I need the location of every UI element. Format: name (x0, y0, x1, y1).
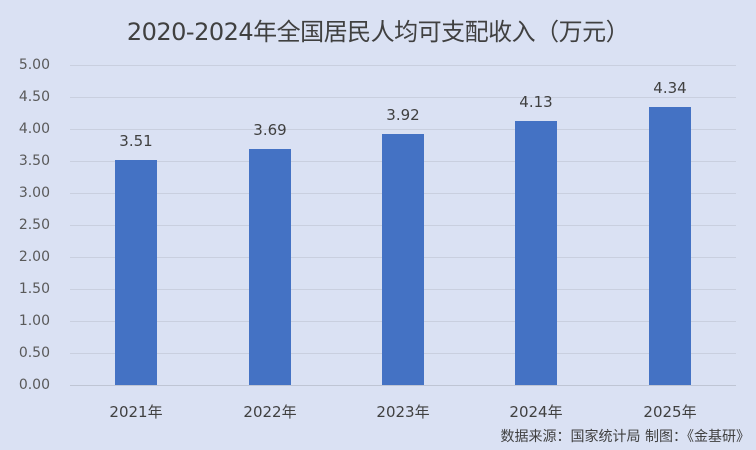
data-label: 4.34 (653, 79, 687, 97)
y-tick-label: 2.00 (18, 249, 50, 265)
data-label: 3.69 (253, 121, 287, 139)
x-tick-label: 2024年 (509, 403, 563, 421)
bar (115, 160, 157, 385)
y-tick-label: 2.50 (18, 217, 50, 233)
bar (382, 134, 424, 385)
y-tick-label: 3.00 (18, 185, 50, 201)
bar (515, 121, 557, 385)
gridline (70, 129, 736, 130)
y-tick-label: 0.00 (18, 377, 50, 393)
x-tick-label: 2022年 (243, 403, 297, 421)
y-tick-label: 4.50 (18, 89, 50, 105)
x-tick-label: 2021年 (109, 403, 163, 421)
y-tick-label: 1.50 (18, 281, 50, 297)
gridline (70, 385, 736, 386)
bar (249, 149, 291, 385)
x-tick-label: 2025年 (643, 403, 697, 421)
chart-title: 2020-2024年全国居民人均可支配收入（万元） (126, 18, 630, 46)
gridline (70, 65, 736, 66)
x-tick-label: 2023年 (376, 403, 430, 421)
data-label: 3.92 (386, 106, 420, 124)
y-tick-label: 3.50 (18, 153, 50, 169)
y-tick-label: 1.00 (18, 313, 50, 329)
gridline (70, 97, 736, 98)
y-tick-label: 0.50 (18, 345, 50, 361)
y-tick-label: 4.00 (18, 121, 50, 137)
data-label: 3.51 (119, 132, 153, 150)
source-note: 数据来源：国家统计局 制图：《金基研》 (500, 429, 750, 445)
y-tick-label: 5.00 (18, 57, 50, 73)
bar (649, 107, 691, 385)
data-label: 4.13 (519, 93, 553, 111)
